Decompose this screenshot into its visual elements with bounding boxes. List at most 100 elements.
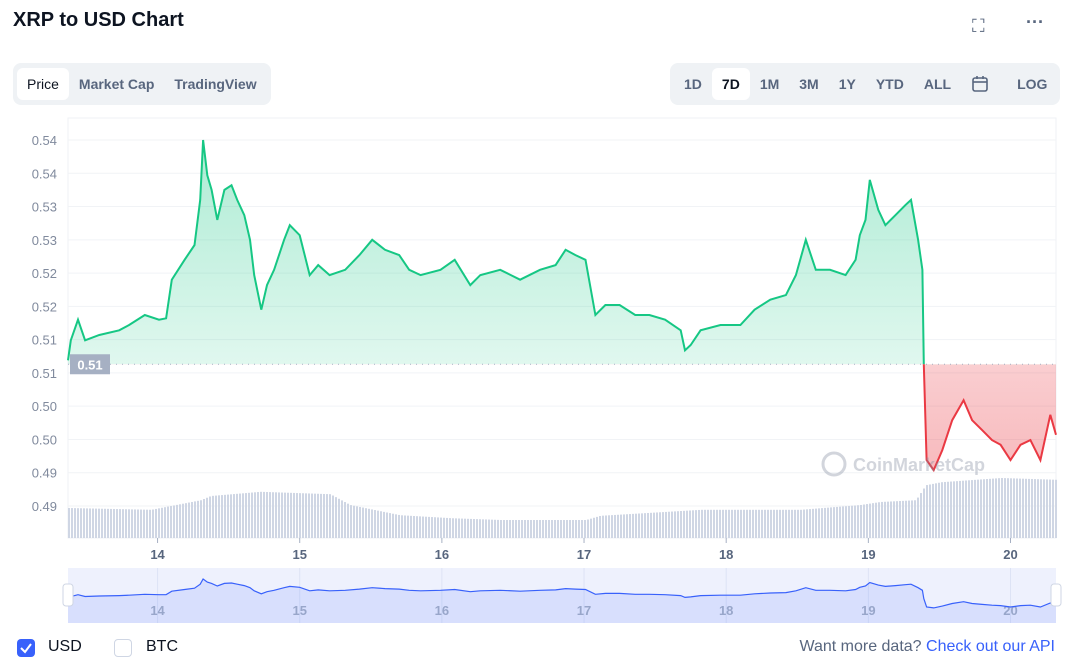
price-area-down [923,364,1056,471]
volume-bar [485,519,487,538]
volume-bar [263,491,265,538]
volume-bar [890,501,892,538]
btc-checkbox[interactable] [114,639,132,657]
volume-bar [296,493,298,538]
volume-bar [539,520,541,538]
calendar-icon[interactable] [961,68,999,100]
volume-bar [92,508,94,538]
watermark-text: CoinMarketCap [853,455,985,475]
navigator-right-handle[interactable] [1050,583,1062,607]
ellipsis-icon[interactable]: ··· [1026,12,1044,32]
tab-ytd[interactable]: YTD [875,76,904,92]
volume-bar [746,509,748,538]
volume-bar [761,509,763,538]
volume-bar [89,508,91,538]
log-toggle[interactable]: LOG [1017,76,1048,92]
volume-bar [122,509,124,538]
volume-bar [719,509,721,538]
volume-bar [668,511,670,538]
watermark-logo: CoinMarketCap [821,451,985,477]
volume-bar [353,505,355,538]
volume-bar [794,509,796,538]
volume-bar [806,509,808,538]
tab-price[interactable]: Price [17,68,69,100]
volume-bar [500,519,502,538]
y-tick-label: 0.52 [32,266,57,281]
volume-bar [440,517,442,538]
volume-bar [452,518,454,538]
volume-bar [413,516,415,538]
volume-bar [365,508,367,538]
volume-bar [1010,478,1012,538]
volume-bar [119,509,121,538]
volume-bar [614,514,616,538]
volume-bar [152,509,154,538]
volume-bar [1016,478,1018,538]
volume-bar [431,517,433,538]
volume-bar [479,519,481,538]
volume-bar [821,508,823,538]
volume-bar [1031,478,1033,538]
volume-bar [776,509,778,538]
volume-bar [737,509,739,538]
volume-bar [878,502,880,538]
volume-bar [248,492,250,538]
volume-bar [536,520,538,538]
volume-bar [524,520,526,538]
volume-bar [1049,479,1051,538]
navigator-tick-label: 17 [577,603,591,618]
volume-bar [623,514,625,538]
tab-1m[interactable]: 1M [759,76,780,92]
volume-bar [422,516,424,538]
volume-bar [380,511,382,538]
volume-bar [1004,478,1006,538]
volume-bar [590,518,592,538]
api-link[interactable]: Check out our API [926,638,1055,655]
volume-bar [149,509,151,538]
volume-bar [965,480,967,538]
tab-1y[interactable]: 1Y [838,76,856,92]
price-area-up [68,140,1056,365]
navigator-tick-label: 14 [150,603,165,618]
navigator-area [68,579,1056,623]
expand-icon[interactable]: ⛶ [972,16,985,36]
volume-bar [311,493,313,538]
volume-bar [656,512,658,538]
volume-bar [236,493,238,538]
volume-bar [662,512,664,538]
volume-bar [944,481,946,538]
volume-bar [554,520,556,538]
volume-bar [377,510,379,538]
volume-bar [389,513,391,538]
volume-bar [905,500,907,538]
view-tabs: Price Market Cap TradingView [13,63,271,105]
volume-bar [392,513,394,538]
volume-bar [341,500,343,538]
usd-checkbox[interactable] [17,639,35,657]
volume-bar [185,503,187,538]
volume-bar [491,519,493,538]
tab-3m[interactable]: 3M [799,76,819,92]
volume-bar [356,506,358,538]
volume-bar [896,501,898,538]
volume-bar [305,493,307,538]
tab-market-cap[interactable]: Market Cap [78,76,155,92]
volume-bar [812,508,814,538]
price-chart[interactable]: 0.54 0.54 0.53 0.53 0.52 0.52 0.51 0.51 0.50 0.50… [0,0,1069,630]
tab-1d[interactable]: 1D [684,76,702,92]
volume-bar [884,501,886,538]
volume-bar [587,519,589,538]
navigator-left-handle[interactable] [62,583,74,607]
volume-bar [1040,479,1042,538]
tab-7d[interactable]: 7D [711,68,750,100]
volume-bar [815,508,817,538]
volume-bar [143,509,145,538]
volume-bar [824,507,826,538]
volume-bar [518,520,520,538]
volume-bar [212,495,214,538]
tab-tradingview[interactable]: TradingView [174,76,257,92]
volume-bar [218,495,220,538]
tab-all[interactable]: ALL [923,76,952,92]
volume-bar [899,501,901,538]
volume-bar [482,519,484,538]
